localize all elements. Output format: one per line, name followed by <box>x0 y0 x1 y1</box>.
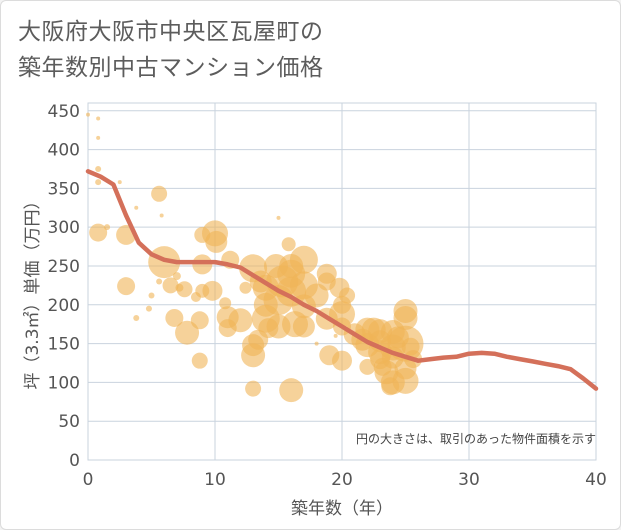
data-point <box>175 320 200 345</box>
y-tick-label: 50 <box>58 412 80 432</box>
data-point <box>159 213 164 218</box>
y-tick-label: 200 <box>48 296 80 316</box>
data-point <box>96 135 101 140</box>
data-point <box>134 205 139 210</box>
data-point <box>228 308 253 333</box>
data-point <box>86 112 90 117</box>
data-point <box>117 277 136 296</box>
data-point <box>392 367 419 394</box>
data-point <box>279 378 304 403</box>
data-point <box>176 281 193 298</box>
chart-title: 大阪府大阪市中央区瓦屋町の 築年数別中古マンション価格 <box>18 14 324 86</box>
x-tick-labels: 0 10 20 30 40 <box>83 470 607 490</box>
data-point <box>156 278 163 285</box>
data-point <box>393 305 418 330</box>
y-axis-label: 坪（3.3㎡）単価（万円） <box>23 192 43 389</box>
y-tick-label: 400 <box>48 141 80 161</box>
data-point <box>333 333 338 338</box>
data-point <box>245 380 262 397</box>
chart-title-line2: 築年数別中古マンション価格 <box>18 55 324 81</box>
data-point <box>292 315 315 338</box>
data-point <box>133 314 140 321</box>
trend-line-group <box>85 169 599 391</box>
chart-title-line1: 大阪府大阪市中央区瓦屋町の <box>18 19 324 45</box>
data-point <box>95 165 102 172</box>
y-tick-label: 300 <box>48 218 80 238</box>
data-point <box>162 277 179 294</box>
bubble-size-note: 円の大きさは、取引のあった物件面積を示す <box>356 431 596 446</box>
data-point <box>276 215 281 220</box>
y-tick-label: 100 <box>48 373 80 393</box>
x-axis-label: 築年数（年） <box>291 499 393 519</box>
grid-lines <box>87 102 597 461</box>
data-point <box>339 287 356 304</box>
x-tick-label: 10 <box>204 470 226 490</box>
y-tick-labels: 0 50 100 150 200 250 300 350 400 450 <box>48 102 80 471</box>
bubbles <box>86 112 424 403</box>
data-point <box>191 352 208 369</box>
data-point <box>104 224 111 231</box>
data-point <box>172 272 181 281</box>
data-point <box>89 223 108 242</box>
data-point <box>145 305 152 312</box>
data-point <box>239 281 252 294</box>
data-point <box>190 311 209 330</box>
data-point <box>314 341 319 346</box>
data-point <box>96 116 101 121</box>
data-point <box>205 230 228 253</box>
y-tick-label: 350 <box>48 179 80 199</box>
y-tick-label: 450 <box>48 102 80 122</box>
x-tick-label: 20 <box>331 470 353 490</box>
x-tick-label: 40 <box>585 470 607 490</box>
data-point <box>151 185 168 202</box>
x-tick-label: 30 <box>458 470 480 490</box>
y-tick-label: 250 <box>48 257 80 277</box>
data-point <box>117 180 122 185</box>
data-point <box>148 292 155 299</box>
data-point <box>332 350 352 371</box>
data-point <box>289 245 318 274</box>
data-point <box>281 237 296 252</box>
y-tick-label: 0 <box>69 451 80 471</box>
data-point <box>95 179 102 186</box>
data-point <box>192 254 213 275</box>
data-point <box>202 280 223 301</box>
y-tick-label: 150 <box>48 335 80 355</box>
trend-line <box>85 169 599 391</box>
x-tick-label: 0 <box>83 470 94 490</box>
data-point <box>165 308 184 327</box>
